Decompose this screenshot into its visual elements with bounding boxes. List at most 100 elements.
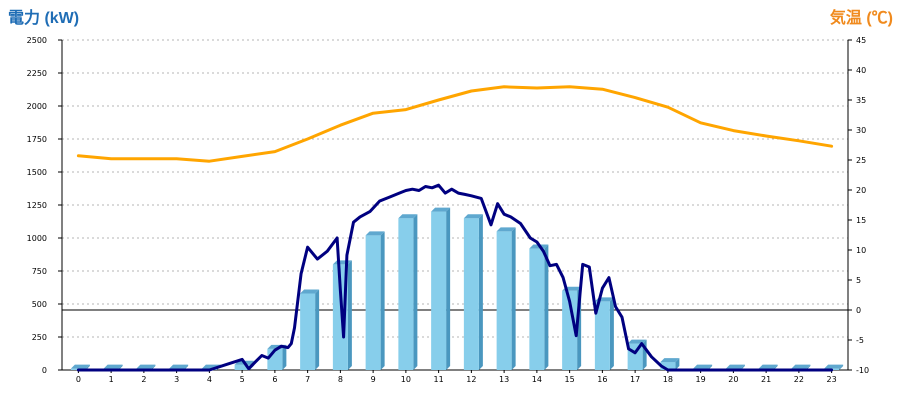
power-bar (660, 358, 680, 370)
power-bar (300, 289, 320, 370)
left-tick-label: 2500 (27, 36, 47, 45)
x-tick-label: 15 (565, 375, 575, 384)
right-tick-label: 20 (856, 186, 866, 195)
right-tick-label: 10 (856, 246, 866, 255)
power-bar-top (463, 214, 483, 219)
right-tick-label: -10 (856, 366, 869, 375)
right-tick-label: 45 (856, 36, 866, 45)
x-tick-label: 19 (696, 375, 706, 384)
x-tick-label: 1 (109, 375, 114, 384)
power-bar-side (413, 214, 418, 370)
power-bar-front (562, 290, 578, 370)
power-bar-side (282, 344, 287, 370)
right-axis-title: 気温 (℃) (830, 8, 893, 27)
power-bar (365, 231, 385, 370)
power-bar-front (300, 293, 316, 370)
x-tick-label: 14 (532, 375, 542, 384)
power-bar-top (365, 231, 385, 236)
x-tick-label: 21 (761, 375, 771, 384)
power-bar (496, 227, 516, 370)
power-bar-side (511, 227, 516, 370)
power-bar (463, 214, 483, 370)
power-bar-top (496, 227, 516, 232)
left-axis-title: 電力 (kW) (8, 8, 79, 27)
power-line (76, 183, 834, 372)
tick-labels: 0 250 5 0 0 750 1000 1250 1500 1750 2000 2250 2500 -1… (27, 36, 869, 384)
x-tick-label: 17 (630, 375, 640, 384)
power-bar-front (365, 235, 381, 370)
left-tick-label: 0 (42, 366, 47, 375)
power-bar-top (398, 214, 418, 219)
power-bar-top (103, 364, 123, 369)
x-tick-label: 0 (76, 375, 81, 384)
x-tick-label: 11 (434, 375, 444, 384)
x-tick-label: 23 (827, 375, 837, 384)
right-tick-label: 40 (856, 66, 866, 75)
right-tick-label: 35 (856, 96, 866, 105)
axes (58, 39, 852, 373)
power-bar-front (463, 218, 479, 370)
x-tick-label: 5 (240, 375, 245, 384)
power-bar-top (70, 364, 90, 369)
x-tick-label: 7 (305, 375, 310, 384)
power-bar-side (839, 364, 844, 370)
power-bar-front (398, 218, 414, 370)
power-bar-top (136, 364, 156, 369)
power-bar-top (693, 364, 713, 369)
x-tick-label: 16 (597, 375, 607, 384)
power-bar-front (496, 231, 512, 370)
right-tick-label: 5 (856, 276, 861, 285)
power-bar-top (791, 364, 811, 369)
power-bar-top (300, 289, 320, 294)
x-tick-label: 3 (174, 375, 179, 384)
x-tick-label: 18 (663, 375, 673, 384)
power-bar (529, 244, 549, 370)
gridlines (62, 39, 848, 338)
power-bar (431, 207, 451, 370)
x-tick-label: 22 (794, 375, 804, 384)
power-bar-side (380, 231, 385, 370)
left-tick-label: 1500 (27, 168, 47, 177)
power-bar-side (544, 244, 549, 370)
x-tick-label: 10 (401, 375, 411, 384)
power-bar-front (529, 248, 545, 370)
series-lines (76, 85, 834, 372)
power-bar-side (347, 260, 352, 370)
power-bar-top (758, 364, 778, 369)
power-bar-side (675, 358, 680, 370)
left-tick-label: 1000 (27, 234, 47, 243)
power-bar-front (660, 362, 676, 370)
power-bar-top (169, 364, 189, 369)
power-bar-side (446, 207, 451, 370)
right-tick-label: 15 (856, 216, 866, 225)
power-bar-front (431, 211, 447, 370)
x-tick-label: 4 (207, 375, 212, 384)
power-bar-top (824, 364, 844, 369)
x-tick-label: 8 (338, 375, 343, 384)
right-tick-label: 0 (856, 306, 861, 315)
left-tick-label: 2000 (27, 102, 47, 111)
power-bar-top (660, 358, 680, 363)
power-bar-side (478, 214, 483, 370)
power-bar-front (234, 364, 250, 370)
left-tick-label: 1750 (27, 135, 47, 144)
x-tick-label: 6 (272, 375, 277, 384)
x-tick-label: 2 (141, 375, 146, 384)
power-bar-side (609, 297, 614, 370)
left-tick-label: 2250 (27, 69, 47, 78)
power-bar-side (315, 289, 320, 370)
left-tick-label: 1250 (27, 201, 47, 210)
left-tick-label: 250 (32, 333, 47, 342)
power-bar-top (725, 364, 745, 369)
x-tick-label: 20 (728, 375, 738, 384)
x-tick-label: 13 (499, 375, 509, 384)
power-bar (398, 214, 418, 370)
power-bars (70, 207, 844, 370)
right-tick-label: 25 (856, 156, 866, 165)
x-tick-label: 12 (466, 375, 476, 384)
temperature-line (76, 85, 834, 163)
left-tick-label: 750 (32, 267, 47, 276)
right-tick-label: -5 (856, 336, 864, 345)
x-tick-label: 9 (371, 375, 376, 384)
